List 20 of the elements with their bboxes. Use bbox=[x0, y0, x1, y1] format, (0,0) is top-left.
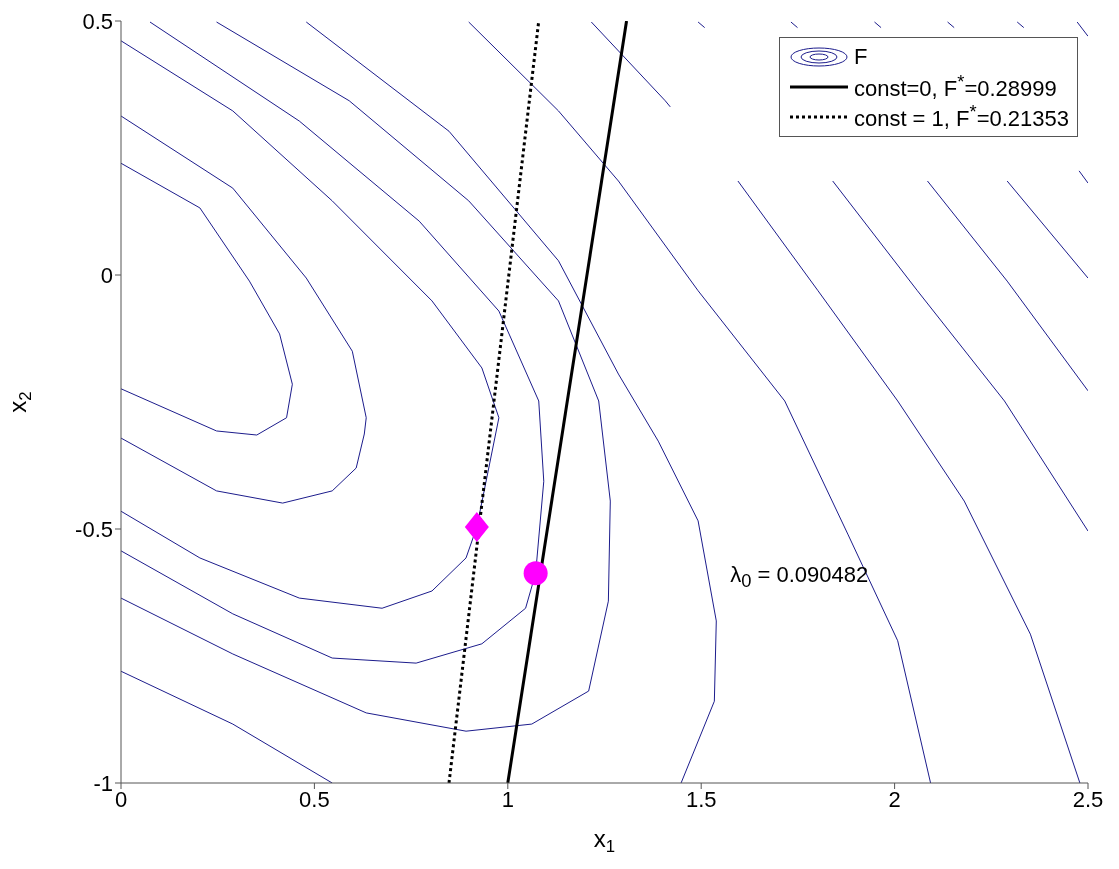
y-tick-label: 0.5 bbox=[82, 8, 113, 34]
x-tick-label: 2.5 bbox=[1072, 786, 1104, 812]
y-tick-label: 0 bbox=[100, 262, 113, 288]
y-tick-label: -0.5 bbox=[75, 516, 113, 542]
x-axis-title: x$_{1}$ bbox=[593, 825, 616, 857]
y-tick-label: -1 bbox=[93, 770, 113, 796]
legend-label: const=0, F$^{*}$=0.28999 bbox=[853, 71, 1057, 103]
line-series bbox=[121, 40, 500, 609]
line-series bbox=[121, 21, 611, 732]
line-series bbox=[121, 115, 367, 504]
x-tick-label: 1 bbox=[501, 786, 514, 812]
line-series bbox=[121, 21, 545, 664]
annotation: λ$_{0}$ = 0.090482 bbox=[730, 562, 869, 593]
line-series bbox=[305, 21, 717, 783]
x-tick-label: 0.5 bbox=[299, 786, 330, 812]
legend-label: F bbox=[853, 44, 868, 70]
x-tick-label: 2 bbox=[888, 786, 901, 812]
legend-label: const = 1, F$^{*}$=0.21353 bbox=[853, 101, 1069, 133]
x-tick-label: 1.5 bbox=[685, 786, 717, 812]
line-series bbox=[121, 162, 293, 436]
